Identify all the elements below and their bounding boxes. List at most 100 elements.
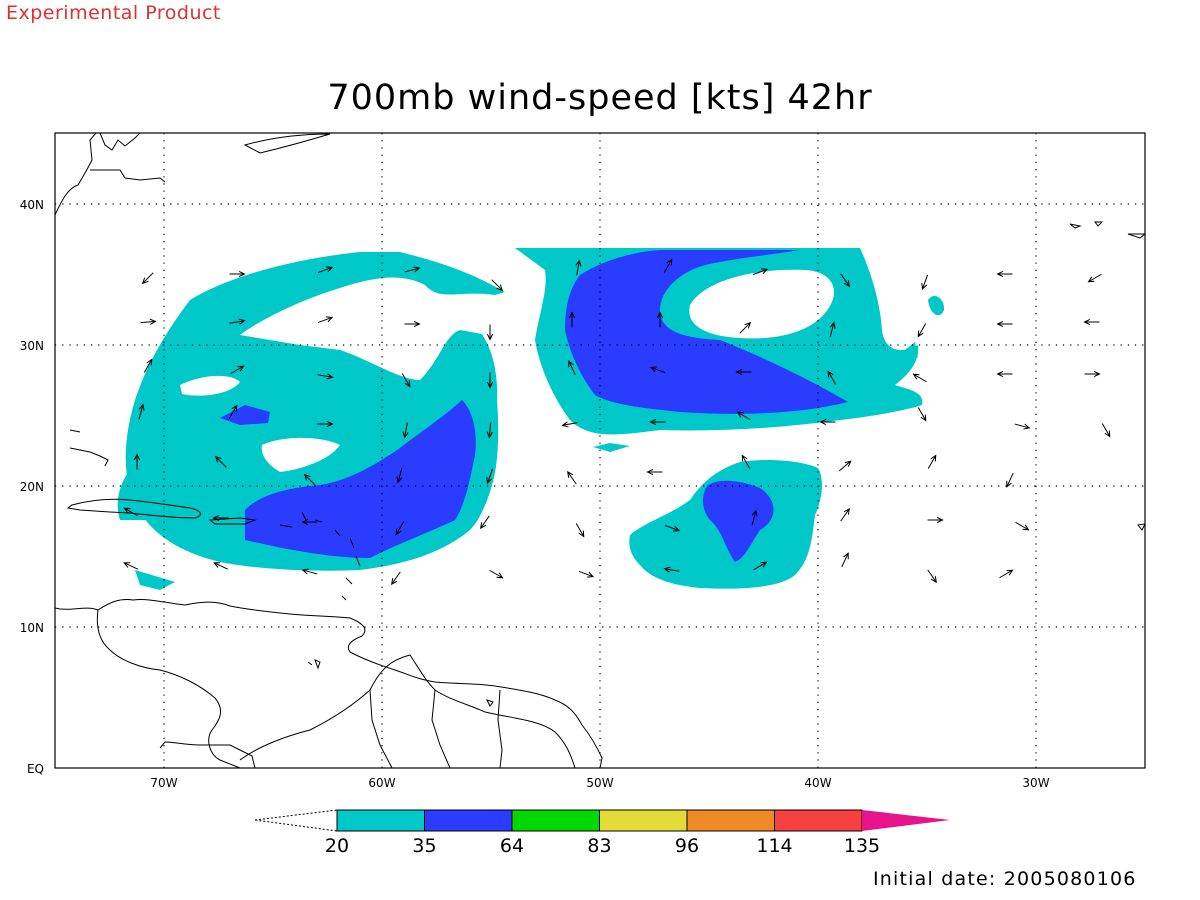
wind-vectors xyxy=(123,258,1111,586)
wind-arrow xyxy=(491,279,504,292)
wind-arrow xyxy=(212,514,229,522)
wind-arrow xyxy=(229,318,246,325)
wind-arrow xyxy=(656,311,664,328)
lat-label-40n: 40N xyxy=(20,198,44,212)
wind-arrow xyxy=(1101,423,1111,438)
wind-arrow xyxy=(578,570,595,578)
colorbar-segment-96-114 xyxy=(686,809,775,832)
wind-arrow xyxy=(317,373,334,380)
lon-label-30w: 30W xyxy=(1022,776,1049,790)
colorbar-label-64: 64 xyxy=(500,835,524,857)
wind-arrow xyxy=(486,422,493,439)
wind-arrow xyxy=(561,421,578,428)
wind-arrow xyxy=(921,274,929,291)
wind-arrow xyxy=(391,571,401,586)
wind-arrow xyxy=(1087,273,1102,283)
wind-arrow xyxy=(996,270,1013,278)
lat-label-20n: 20N xyxy=(20,480,44,494)
wind-arrow xyxy=(927,569,937,584)
lon-label-50w: 50W xyxy=(586,776,613,790)
wind-arrow xyxy=(123,562,139,570)
colorbar-low-end xyxy=(254,809,338,832)
wind-arrow xyxy=(646,468,663,476)
wind-arrow xyxy=(752,268,769,276)
lat-label-30n: 30N xyxy=(20,339,44,353)
wind-arrow xyxy=(396,467,403,484)
map-frame xyxy=(54,132,1146,769)
graticule xyxy=(55,133,1145,768)
wind-arrow xyxy=(486,372,494,389)
wind-arrow xyxy=(568,360,576,376)
wind-arrow xyxy=(753,561,768,571)
wind-arrow xyxy=(735,368,752,376)
wind-arrow xyxy=(840,507,850,522)
wind-arrow xyxy=(140,318,157,325)
lon-label-40w: 40W xyxy=(804,776,831,790)
wind-arrow xyxy=(1084,370,1101,378)
wind-arrow xyxy=(575,259,582,276)
wind-arrow xyxy=(649,366,666,374)
calm-regions xyxy=(180,269,834,472)
wind-arrow xyxy=(927,516,944,524)
wind-arrow xyxy=(741,454,751,469)
coastlines xyxy=(55,133,1145,768)
wind-arrow xyxy=(996,370,1013,378)
wind-arrow xyxy=(1015,521,1030,531)
wind-arrow xyxy=(736,411,751,421)
wind-arrow xyxy=(568,311,576,328)
colorbar-segment-114-135 xyxy=(774,809,863,832)
wind-arrow xyxy=(827,370,837,385)
wind-arrow xyxy=(138,403,145,420)
wind-arrow xyxy=(751,509,758,526)
wind-arrow xyxy=(1014,423,1031,430)
colorbar-label-35: 35 xyxy=(412,835,436,857)
colorbar-high-end xyxy=(862,810,950,831)
wind-arrow xyxy=(317,420,334,428)
wind-arrow xyxy=(917,323,927,338)
wind-arrow xyxy=(123,507,138,517)
lon-label-70w: 70W xyxy=(150,776,177,790)
wind-arrow xyxy=(230,365,245,375)
colorbar-segment-64-83 xyxy=(511,809,600,832)
wind-speed-35-64-shading xyxy=(220,250,848,562)
wind-arrow xyxy=(486,468,494,485)
wind-arrow xyxy=(996,320,1013,328)
wind-arrow xyxy=(133,453,141,470)
wind-arrow xyxy=(401,373,411,388)
lat-label-10n: 10N xyxy=(20,621,44,635)
wind-arrow xyxy=(480,515,490,530)
wind-arrow xyxy=(317,316,334,324)
wind-arrow xyxy=(841,552,849,568)
colorbar-label-114: 114 xyxy=(756,835,792,857)
wind-arrow xyxy=(917,407,927,422)
wind-arrow xyxy=(301,568,318,575)
wind-arrow xyxy=(143,358,153,373)
wind-arrow xyxy=(840,273,850,288)
colorbar-segment-35-64 xyxy=(424,809,513,832)
wind-arrow xyxy=(486,324,494,341)
colorbar-label-20: 20 xyxy=(325,835,349,857)
experimental-product-label: Experimental Product xyxy=(6,2,221,24)
wind-arrow xyxy=(404,266,421,273)
wind-arrow xyxy=(213,562,229,570)
wind-arrow xyxy=(395,521,405,536)
map-content xyxy=(55,133,1145,768)
wind-arrow xyxy=(301,518,318,526)
wind-arrow xyxy=(214,455,227,468)
wind-arrow xyxy=(575,523,585,538)
colorbar: 20 35 64 83 96 114 135 xyxy=(254,809,950,857)
colorbar-label-135: 135 xyxy=(844,835,880,857)
wind-arrow xyxy=(739,321,752,334)
colorbar-label-83: 83 xyxy=(587,835,611,857)
wind-arrow xyxy=(649,418,666,426)
wind-arrow xyxy=(1083,318,1100,326)
wind-arrow xyxy=(838,460,852,472)
lat-label-eq: EQ xyxy=(27,762,44,776)
wind-arrow xyxy=(664,524,681,532)
wind-arrow xyxy=(663,258,673,273)
wind-arrow xyxy=(912,373,927,383)
wind-arrow xyxy=(999,569,1014,579)
wind-arrow xyxy=(567,470,577,485)
colorbar-segment-83-96 xyxy=(599,809,688,832)
wind-arrow xyxy=(489,569,504,579)
